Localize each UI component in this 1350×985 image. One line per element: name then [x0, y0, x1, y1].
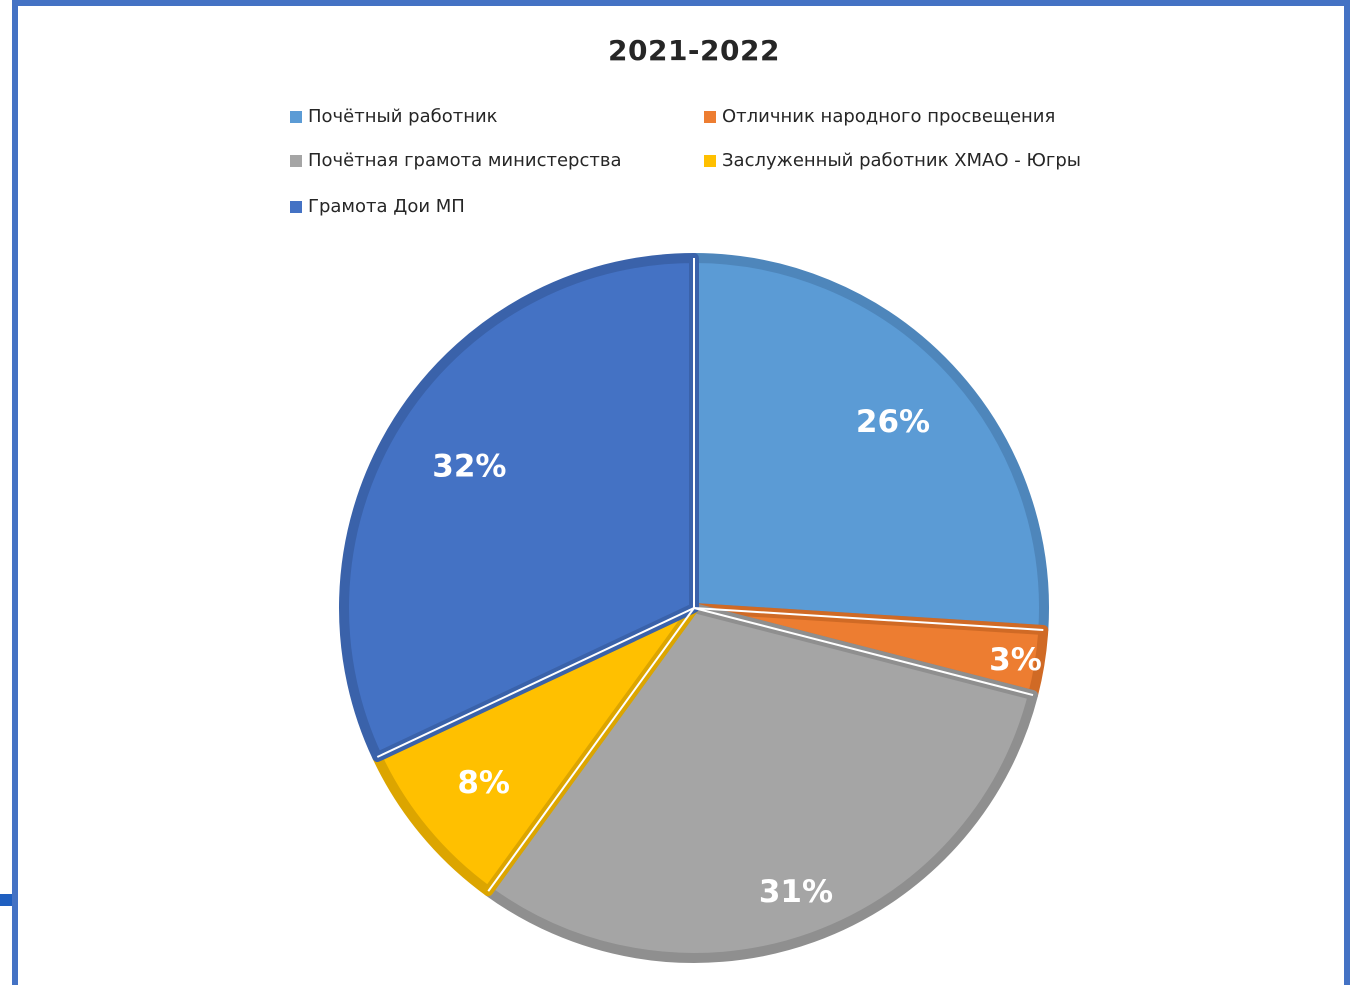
frame-border-right — [1344, 0, 1350, 985]
slice-separator-1 — [693, 607, 1044, 631]
data-label-0: 26% — [856, 404, 930, 440]
legend-label-3: Заслуженный работник ХМАО - Югры — [722, 150, 1082, 171]
frame-border-left — [12, 0, 18, 985]
legend-item-0: Почётный работник — [290, 106, 498, 127]
legend-item-3: Заслуженный работник ХМАО - Югры — [704, 150, 1081, 171]
data-label-2: 31% — [759, 874, 833, 910]
legend-item-1: Отличник народного просвещения — [704, 106, 1055, 127]
pie-slice-2 — [483, 603, 1038, 963]
legend-item-4: Грамота Дои МП — [290, 196, 465, 217]
frame-marker — [0, 894, 12, 906]
legend-label-4: Грамота Дои МП — [308, 196, 465, 217]
legend-swatch-2 — [290, 154, 302, 167]
frame-border-top — [14, 0, 1350, 6]
slice-separator-3 — [487, 607, 695, 892]
legend-swatch-4 — [290, 200, 302, 213]
legend-label-0: Почётный работник — [308, 106, 498, 127]
pie-slice-0 — [689, 253, 1049, 635]
slice-separator-2 — [693, 607, 1034, 697]
legend-swatch-0 — [290, 110, 302, 123]
legend-swatch-1 — [704, 110, 716, 123]
legend-label-1: Отличник народного просвещения — [722, 106, 1056, 127]
pie-slice-4 — [339, 253, 699, 763]
slice-separator-4 — [376, 607, 695, 758]
legend-label-2: Почётная грамота министерства — [308, 150, 622, 171]
legend-item-2: Почётная грамота министерства — [290, 150, 621, 171]
chart-legend: Почётный работник Отличник народного про… — [290, 100, 1150, 240]
data-label-4: 32% — [432, 448, 506, 484]
chart-title: 2021-2022 — [608, 34, 780, 67]
data-label-1: 3% — [989, 642, 1042, 678]
pie-slice-3 — [372, 603, 699, 897]
data-label-3: 8% — [457, 765, 510, 801]
legend-swatch-3 — [704, 154, 716, 167]
